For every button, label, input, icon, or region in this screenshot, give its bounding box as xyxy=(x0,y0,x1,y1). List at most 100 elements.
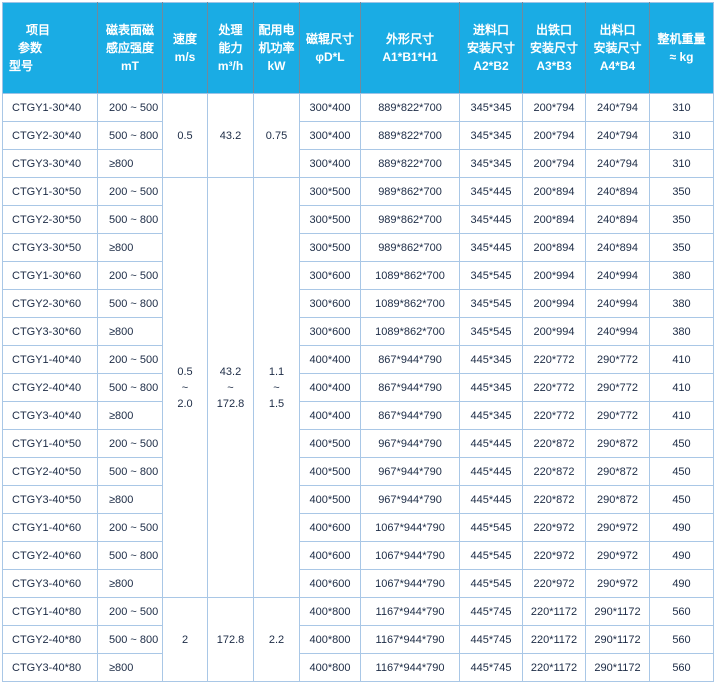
table-row: CTGY3-30*40 ≥800 300*400 889*822*700 345*345… xyxy=(2,149,714,178)
weight-cell: 310 xyxy=(649,93,714,122)
speed-line: ~ xyxy=(181,381,189,394)
discharge-cell: 240*794 xyxy=(585,93,650,122)
header-capacity: 处理 能力 m³/h xyxy=(207,2,254,94)
discharge-cell: 290*1172 xyxy=(585,653,650,682)
model-cell: CTGY1-40*50 xyxy=(2,429,98,458)
header-roller-size: 磁辊尺寸 φD*L xyxy=(299,2,361,94)
speed-line: 0.5 xyxy=(177,129,193,142)
feed-cell: 445*345 xyxy=(459,373,523,402)
iron-cell: 200*794 xyxy=(522,149,586,178)
weight-cell: 560 xyxy=(649,625,714,654)
magnetic-induction-cell: ≥800 xyxy=(97,485,163,514)
iron-cell: 200*894 xyxy=(522,177,586,206)
roller-cell: 300*400 xyxy=(299,121,361,150)
feed-cell: 445*545 xyxy=(459,569,523,598)
power-line: 1.1 xyxy=(268,365,285,378)
table-row: CTGY2-40*60 500 ~ 800 400*600 1067*944*790 4… xyxy=(2,541,714,570)
model-cell: CTGY3-30*60 xyxy=(2,317,98,346)
roller-cell: 400*800 xyxy=(299,625,361,654)
discharge-cell: 240*994 xyxy=(585,261,650,290)
roller-cell: 300*400 xyxy=(299,149,361,178)
weight-cell: 410 xyxy=(649,373,714,402)
header-overall-size: 外形尺寸 A1*B1*H1 xyxy=(360,2,460,94)
iron-cell: 220*872 xyxy=(522,457,586,486)
weight-cell: 450 xyxy=(649,457,714,486)
iron-cell: 220*772 xyxy=(522,401,586,430)
discharge-cell: 240*994 xyxy=(585,317,650,346)
discharge-cell: 240*794 xyxy=(585,149,650,178)
magnetic-induction-cell: 500 ~ 800 xyxy=(97,121,163,150)
roller-cell: 400*400 xyxy=(299,401,361,430)
weight-cell: 380 xyxy=(649,289,714,318)
feed-cell: 445*345 xyxy=(459,345,523,374)
roller-cell: 400*600 xyxy=(299,569,361,598)
feed-cell: 445*345 xyxy=(459,401,523,430)
table-row: CTGY3-40*50 ≥800 400*500 967*944*790 445*445… xyxy=(2,485,714,514)
iron-cell: 200*794 xyxy=(522,93,586,122)
overall-cell: 1167*944*790 xyxy=(360,653,460,682)
magnetic-induction-cell: 500 ~ 800 xyxy=(97,373,163,402)
model-cell: CTGY2-40*40 xyxy=(2,373,98,402)
feed-cell: 345*345 xyxy=(459,121,523,150)
corner-line-model: 型号 xyxy=(9,59,34,73)
roller-cell: 400*400 xyxy=(299,345,361,374)
power-line: 2.2 xyxy=(268,633,285,646)
magnetic-induction-cell: 200 ~ 500 xyxy=(97,261,163,290)
model-cell: CTGY1-40*80 xyxy=(2,597,98,626)
feed-cell: 445*445 xyxy=(459,457,523,486)
header-iron-outlet-size: 出铁口 安装尺寸 A3*B3 xyxy=(522,2,586,94)
header-speed: 速度 m/s xyxy=(162,2,208,94)
table-row: CTGY2-30*60 500 ~ 800 300*600 1089*862*700 3… xyxy=(2,289,714,318)
overall-cell: 989*862*700 xyxy=(360,177,460,206)
weight-cell: 410 xyxy=(649,345,714,374)
roller-cell: 400*500 xyxy=(299,485,361,514)
roller-cell: 300*600 xyxy=(299,289,361,318)
overall-cell: 967*944*790 xyxy=(360,485,460,514)
table-row: CTGY2-30*40 500 ~ 800 300*400 889*822*700 34… xyxy=(2,121,714,150)
model-cell: CTGY2-30*60 xyxy=(2,289,98,318)
overall-cell: 889*822*700 xyxy=(360,93,460,122)
model-cell: CTGY1-40*40 xyxy=(2,345,98,374)
table-row: CTGY1-40*60 200 ~ 500 400*600 1067*944*790 4… xyxy=(2,513,714,542)
feed-cell: 445*445 xyxy=(459,485,523,514)
magnetic-induction-cell: ≥800 xyxy=(97,401,163,430)
model-cell: CTGY3-30*40 xyxy=(2,149,98,178)
magnetic-induction-cell: ≥800 xyxy=(97,149,163,178)
weight-cell: 310 xyxy=(649,149,714,178)
table-row: CTGY1-40*80 200 ~ 500 2 172.8 2.2 400*800 1167… xyxy=(2,597,714,682)
model-cell: CTGY3-40*40 xyxy=(2,401,98,430)
feed-cell: 445*745 xyxy=(459,625,523,654)
magnetic-induction-cell: 500 ~ 800 xyxy=(97,289,163,318)
iron-cell: 220*1172 xyxy=(522,597,586,626)
roller-cell: 300*500 xyxy=(299,177,361,206)
iron-cell: 200*794 xyxy=(522,121,586,150)
overall-cell: 867*944*790 xyxy=(360,373,460,402)
overall-cell: 1089*862*700 xyxy=(360,317,460,346)
model-cell: CTGY2-40*60 xyxy=(2,541,98,570)
discharge-cell: 290*972 xyxy=(585,513,650,542)
magnetic-induction-cell: 500 ~ 800 xyxy=(97,541,163,570)
model-cell: CTGY3-40*60 xyxy=(2,569,98,598)
magnetic-induction-cell: 500 ~ 800 xyxy=(97,205,163,234)
table-row: CTGY3-40*80 ≥800 400*800 1167*944*790 445*74… xyxy=(2,653,714,682)
power-line: 1.5 xyxy=(268,397,285,410)
iron-cell: 200*894 xyxy=(522,233,586,262)
feed-cell: 445*445 xyxy=(459,429,523,458)
table-row: CTGY2-40*80 500 ~ 800 400*800 1167*944*790 4… xyxy=(2,625,714,654)
model-cell: CTGY2-40*80 xyxy=(2,625,98,654)
feed-cell: 345*545 xyxy=(459,317,523,346)
iron-cell: 200*994 xyxy=(522,261,586,290)
speed-line: 2.0 xyxy=(177,397,193,410)
discharge-cell: 240*894 xyxy=(585,177,650,206)
table-body: CTGY1-30*40 200 ~ 500 0.5 43.2 0.75 300*400 88… xyxy=(2,93,714,682)
overall-cell: 989*862*700 xyxy=(360,205,460,234)
discharge-cell: 290*872 xyxy=(585,485,650,514)
roller-cell: 400*600 xyxy=(299,541,361,570)
overall-cell: 867*944*790 xyxy=(360,345,460,374)
iron-cell: 220*772 xyxy=(522,373,586,402)
weight-cell: 450 xyxy=(649,485,714,514)
overall-cell: 889*822*700 xyxy=(360,149,460,178)
capacity-cell: 172.8 xyxy=(207,597,254,682)
feed-cell: 445*545 xyxy=(459,513,523,542)
table-row: CTGY2-40*50 500 ~ 800 400*500 967*944*790 44… xyxy=(2,457,714,486)
